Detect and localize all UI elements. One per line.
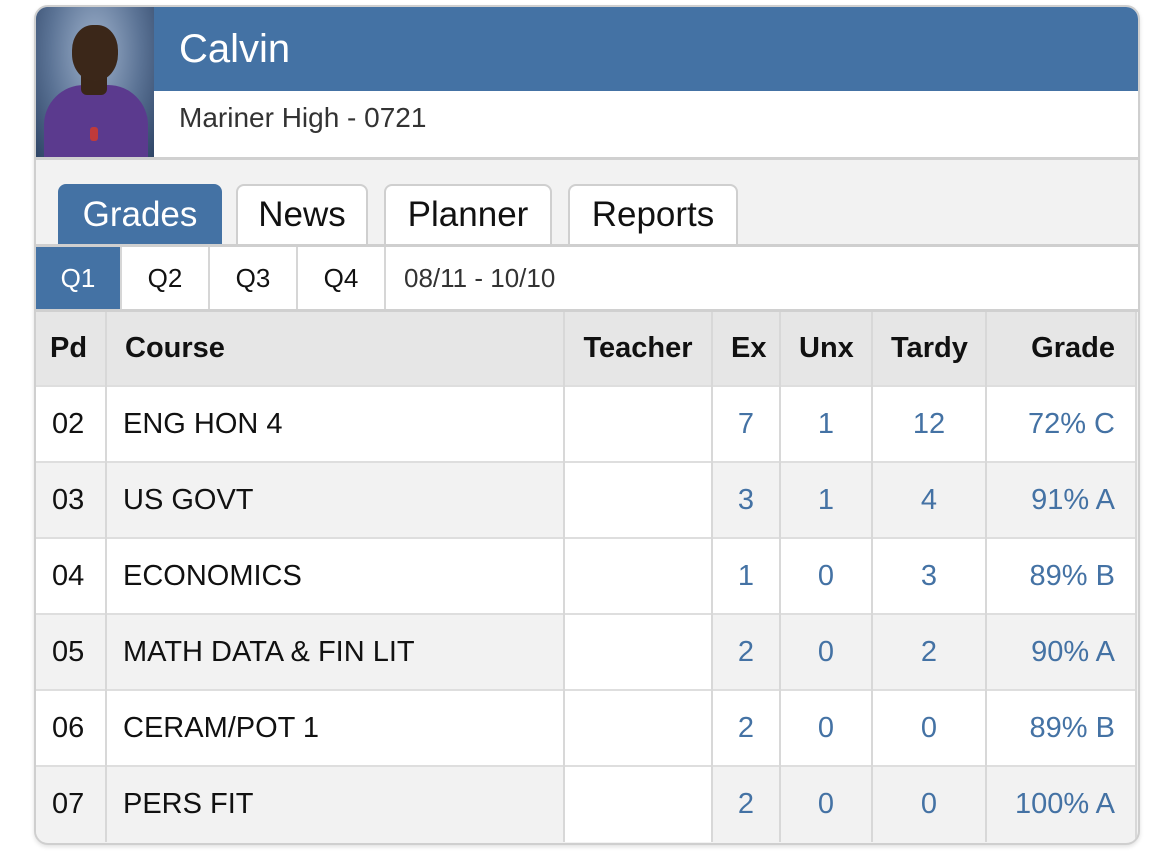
quarter-tab-q2[interactable]: Q2 — [122, 247, 210, 309]
cell-ex[interactable]: 2 — [712, 689, 781, 766]
quarter-tab-q3[interactable]: Q3 — [210, 247, 298, 309]
cell-teacher — [564, 537, 713, 614]
header-divider — [36, 157, 1138, 160]
quarter-tab-q1[interactable]: Q1 — [36, 247, 122, 309]
table-row[interactable]: 05 MATH DATA & FIN LIT 2 0 2 90% A — [36, 613, 1137, 690]
cell-pd: 05 — [36, 613, 107, 690]
cell-grade[interactable]: 72% C — [986, 385, 1137, 462]
tab-grades[interactable]: Grades — [58, 184, 222, 244]
cell-ex[interactable]: 1 — [712, 537, 781, 614]
col-header-grade: Grade — [986, 312, 1137, 386]
date-range: 08/11 - 10/10 — [404, 263, 556, 293]
table-row[interactable]: 03 US GOVT 3 1 4 91% A — [36, 461, 1137, 538]
col-header-teacher: Teacher — [564, 312, 713, 386]
cell-course[interactable]: ECONOMICS — [106, 537, 565, 614]
col-header-ex: Ex — [712, 312, 781, 386]
cell-tardy[interactable]: 2 — [872, 613, 987, 690]
cell-unx[interactable]: 0 — [780, 689, 873, 766]
table-row[interactable]: 07 PERS FIT 2 0 0 100% A — [36, 765, 1137, 842]
quarter-selector: Q1 Q2 Q3 Q4 08/11 - 10/10 — [36, 247, 1138, 309]
cell-tardy[interactable]: 0 — [872, 765, 987, 842]
cell-tardy[interactable]: 12 — [872, 385, 987, 462]
cell-tardy[interactable]: 0 — [872, 689, 987, 766]
col-header-pd: Pd — [36, 312, 107, 386]
tab-reports[interactable]: Reports — [568, 184, 738, 244]
col-header-course: Course — [106, 312, 565, 386]
cell-unx[interactable]: 1 — [780, 461, 873, 538]
student-header: Calvin Mariner High - 0721 — [36, 7, 1138, 157]
col-header-tardy: Tardy — [872, 312, 987, 386]
cell-unx[interactable]: 0 — [780, 765, 873, 842]
cell-teacher — [564, 689, 713, 766]
header-band — [36, 7, 1138, 91]
cell-pd: 04 — [36, 537, 107, 614]
photo-emblem — [90, 127, 98, 141]
cell-teacher — [564, 461, 713, 538]
cell-pd: 03 — [36, 461, 107, 538]
grades-table: Pd Course Teacher Ex Unx Tardy Grade 02 … — [36, 312, 1137, 842]
cell-grade[interactable]: 90% A — [986, 613, 1137, 690]
main-tabs: Grades News Planner Reports — [36, 160, 1138, 246]
table-row[interactable]: 02 ENG HON 4 7 1 12 72% C — [36, 385, 1137, 462]
cell-tardy[interactable]: 4 — [872, 461, 987, 538]
school-name: Mariner High - 0721 — [179, 102, 427, 133]
cell-teacher — [564, 765, 713, 842]
cell-unx[interactable]: 0 — [780, 613, 873, 690]
tab-planner[interactable]: Planner — [384, 184, 552, 244]
student-name: Calvin — [179, 27, 291, 71]
cell-teacher — [564, 385, 713, 462]
cell-course[interactable]: US GOVT — [106, 461, 565, 538]
cell-course[interactable]: CERAM/POT 1 — [106, 689, 565, 766]
cell-ex[interactable]: 2 — [712, 765, 781, 842]
photo-head — [72, 25, 118, 81]
student-photo — [36, 7, 154, 157]
cell-ex[interactable]: 3 — [712, 461, 781, 538]
cell-ex[interactable]: 7 — [712, 385, 781, 462]
cell-grade[interactable]: 89% B — [986, 689, 1137, 766]
cell-ex[interactable]: 2 — [712, 613, 781, 690]
cell-grade[interactable]: 89% B — [986, 537, 1137, 614]
cell-pd: 07 — [36, 765, 107, 842]
cell-pd: 02 — [36, 385, 107, 462]
cell-course[interactable]: ENG HON 4 — [106, 385, 565, 462]
table-row[interactable]: 04 ECONOMICS 1 0 3 89% B — [36, 537, 1137, 614]
tab-news[interactable]: News — [236, 184, 368, 244]
cell-unx[interactable]: 1 — [780, 385, 873, 462]
photo-shirt — [44, 85, 148, 157]
col-header-unx: Unx — [780, 312, 873, 386]
cell-course[interactable]: PERS FIT — [106, 765, 565, 842]
table-header-row: Pd Course Teacher Ex Unx Tardy Grade — [36, 312, 1137, 386]
cell-tardy[interactable]: 3 — [872, 537, 987, 614]
table-row[interactable]: 06 CERAM/POT 1 2 0 0 89% B — [36, 689, 1137, 766]
tabs-divider — [36, 244, 1138, 247]
quarter-divider — [36, 309, 1138, 312]
cell-grade[interactable]: 100% A — [986, 765, 1137, 842]
cell-teacher — [564, 613, 713, 690]
cell-unx[interactable]: 0 — [780, 537, 873, 614]
gradebook-card: Calvin Mariner High - 0721 Grades News P… — [34, 5, 1140, 845]
quarter-tab-q4[interactable]: Q4 — [298, 247, 386, 309]
cell-pd: 06 — [36, 689, 107, 766]
cell-course[interactable]: MATH DATA & FIN LIT — [106, 613, 565, 690]
cell-grade[interactable]: 91% A — [986, 461, 1137, 538]
